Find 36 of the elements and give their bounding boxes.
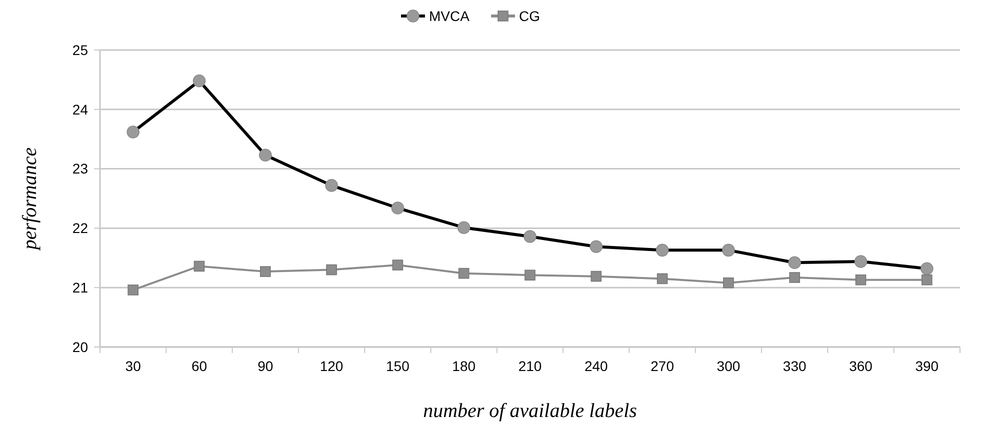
x-tick-label: 120 <box>320 358 344 374</box>
point <box>524 270 536 281</box>
point <box>590 270 602 282</box>
x-tick-label: 240 <box>584 358 608 374</box>
y-tick-label: 22 <box>72 220 88 236</box>
x-tick-label: 330 <box>782 358 807 374</box>
x-tick-label: 300 <box>716 358 740 374</box>
point <box>458 268 470 279</box>
y-tick-label: 21 <box>72 280 88 296</box>
y-tick-label: 25 <box>72 42 88 58</box>
x-tick-label: 30 <box>125 358 142 374</box>
point <box>855 274 866 286</box>
point <box>392 260 404 270</box>
y-tick-label: 24 <box>72 101 88 118</box>
y-tick-label: 20 <box>72 338 88 355</box>
y-axis-title: performance <box>19 147 41 252</box>
x-tick-label: 360 <box>849 358 873 374</box>
y-tick-label: 23 <box>72 160 88 177</box>
point <box>128 284 138 296</box>
x-tick-label: 270 <box>650 358 674 374</box>
x-tick-label: 180 <box>452 358 476 374</box>
point <box>326 264 337 276</box>
point <box>194 260 205 272</box>
point <box>656 273 668 284</box>
x-tick-label: 210 <box>518 358 542 374</box>
x-tick-label: 90 <box>258 358 274 374</box>
point <box>723 277 734 288</box>
legend-label: MVCA <box>429 8 470 24</box>
point <box>260 266 271 277</box>
point <box>922 274 932 286</box>
x-axis-title: number of available labels <box>423 400 638 422</box>
legend-label: CG <box>519 8 540 24</box>
x-tick-label: 60 <box>191 358 208 374</box>
x-tick-label: 150 <box>386 358 410 374</box>
point <box>789 272 800 283</box>
x-tick-label: 390 <box>915 358 939 374</box>
